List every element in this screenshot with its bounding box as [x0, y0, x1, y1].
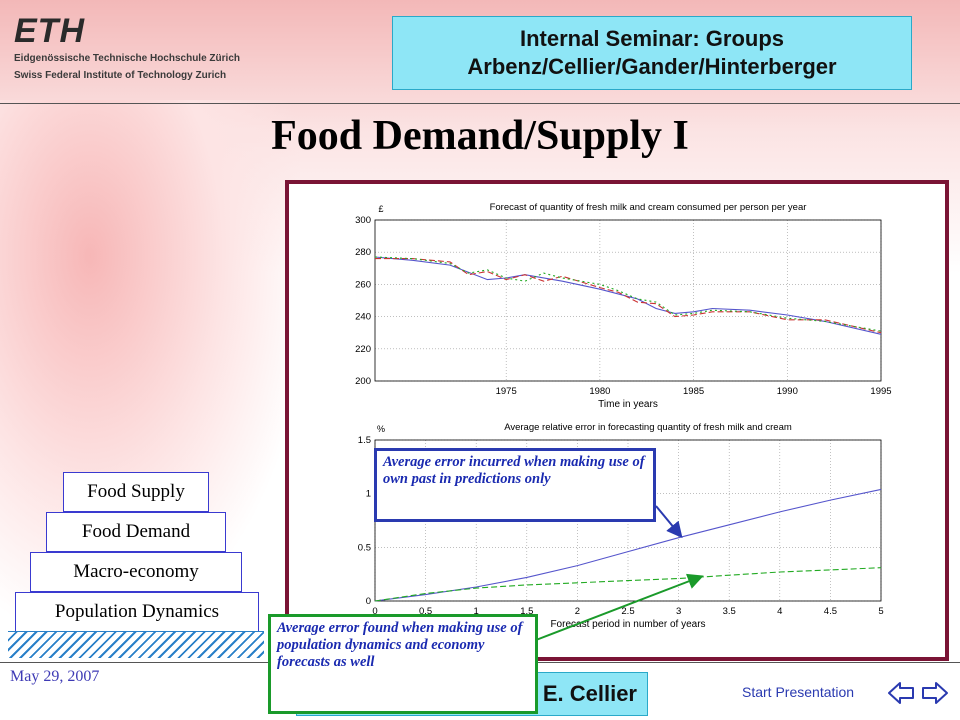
callout-own-past: Average error incurred when making use o… [374, 448, 656, 522]
author-name: s E. Cellier [524, 681, 637, 706]
chart2-xtick-label: 3 [676, 606, 681, 617]
chart2-ytick-label: 1.5 [358, 435, 371, 446]
chart2-xtick-label: 0.5 [419, 606, 432, 617]
chart2-unit-label: % [377, 424, 385, 434]
pyramid-food-supply: Food Supply [63, 472, 209, 512]
chart2-xtick-label: 3.5 [723, 606, 736, 617]
chart1-xtick-label: 1995 [870, 386, 891, 397]
chart1-ytick-label: 200 [355, 376, 371, 387]
eth-logo: ETH Eidgenössische Technische Hochschule… [14, 14, 254, 84]
logo-mark: ETH [14, 12, 85, 50]
chart2-xtick-label: 2 [575, 606, 580, 617]
pyramid-food-demand: Food Demand [46, 512, 226, 552]
chart1-axes-box [374, 219, 882, 382]
chart2-title: Average relative error in forecasting qu… [504, 422, 792, 433]
forward-arrow-icon[interactable] [920, 678, 950, 708]
pyramid-macro-economy: Macro-economy [30, 552, 242, 592]
chart1-title: Forecast of quantity of fresh milk and c… [490, 202, 807, 213]
chart-frame: Forecast of quantity of fresh milk and c… [285, 180, 949, 661]
chart1-series-1-line [374, 256, 882, 335]
logo-line-1: Eidgenössische Technische Hochschule Zür… [14, 53, 240, 64]
charts-svg: Forecast of quantity of fresh milk and c… [355, 202, 891, 630]
chart1-xtick-label: 1985 [683, 386, 704, 397]
pyramid-population-dynamics: Population Dynamics [15, 592, 259, 632]
header-line-1: Internal Seminar: Groups [519, 26, 785, 51]
chart2-xtick-label: 1.5 [520, 606, 533, 617]
chart1-xtick-label: 1980 [589, 386, 610, 397]
start-presentation-link[interactable]: Start Presentation [742, 684, 855, 700]
chart2-xtick-label: 4.5 [824, 606, 837, 617]
chart2-ytick-label: 0.5 [358, 542, 371, 553]
header-line-2: Arbenz/Cellier/Gander/Hinterberger [467, 54, 837, 79]
chart2-xtick-label: 4 [777, 606, 782, 617]
logo-line-2: Swiss Federal Institute of Technology Zu… [14, 70, 227, 81]
chart1-ytick-label: 220 [355, 344, 371, 355]
chart1-xlabel: Time in years [598, 399, 658, 410]
chart2-xtick-label: 1 [474, 606, 479, 617]
chart1-series-2-line [375, 258, 882, 334]
presentation-date: May 29, 2007 [10, 668, 100, 685]
chart2-ytick-label: 1 [366, 489, 371, 500]
chart1-ytick-label: 240 [355, 312, 371, 323]
page-title: Food Demand/Supply I [271, 113, 689, 159]
chart1-ytick-label: 260 [355, 279, 371, 290]
chart2-ytick-label: 0 [366, 596, 371, 607]
chart1-ytick-label: 280 [355, 247, 371, 258]
chart1-xtick-label: 1990 [777, 386, 798, 397]
pyramid-base-hatch [8, 631, 264, 658]
back-arrow-icon[interactable] [886, 678, 916, 708]
chart1-unit-label: £ [378, 204, 383, 214]
chart2-xtick-label: 5 [878, 606, 883, 617]
seminar-header: Internal Seminar: Groups Arbenz/Cellier/… [392, 16, 912, 90]
chart1-series-3-line [374, 256, 882, 332]
chart2-xtick-label: 2.5 [621, 606, 634, 617]
callout-with-forecasts: Average error found when making use of p… [268, 614, 538, 714]
chart1-ytick-label: 300 [355, 215, 371, 226]
top-divider [0, 103, 960, 104]
chart1-xtick-label: 1975 [496, 386, 517, 397]
chart2-xlabel: Forecast period in number of years [550, 619, 705, 630]
chart2-xtick-label: 0 [372, 606, 377, 617]
